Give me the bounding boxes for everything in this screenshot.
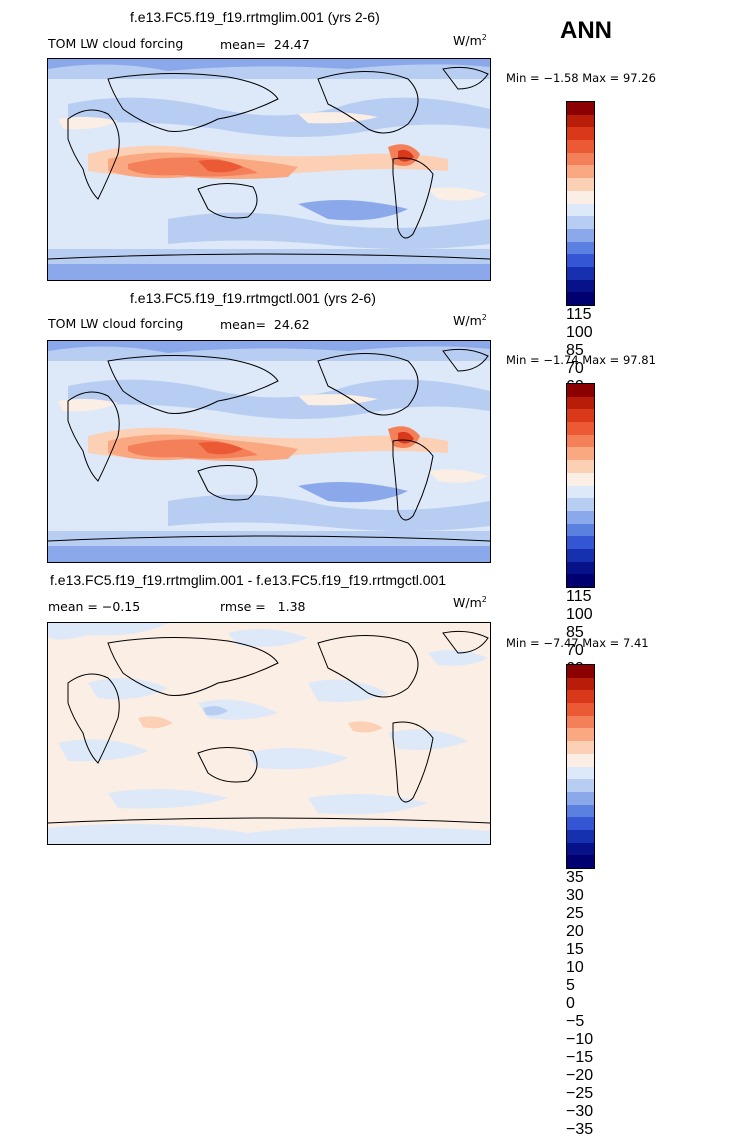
panel-1-colorbar-swatch: [567, 254, 594, 267]
panel-3-map-svg: [48, 623, 490, 844]
panel-3-colorbar-tick-label: −5: [566, 1013, 585, 1030]
panel-1-colorbar-swatch: [567, 102, 594, 115]
panel-3-colorbar-swatch: [567, 779, 594, 792]
panel-1-colorbar-tick-label: 100: [566, 324, 593, 341]
panel-3-colorbar-tick-label: 10: [566, 959, 584, 976]
panel-3-map: [47, 622, 491, 845]
panel-3-colorbar-swatches: [566, 664, 595, 869]
panel-2-colorbar-swatch: [567, 536, 594, 549]
panel-3-minmax: Min = −7.47 Max = 7.41: [506, 636, 649, 650]
panel-3-colorbar-swatch: [567, 766, 594, 780]
panel-3-units: W/m2: [453, 595, 487, 611]
panel-3-colorbar-swatch: [567, 741, 594, 754]
panel-2-colorbar-swatch: [567, 384, 594, 397]
panel-1-colorbar-swatch: [567, 127, 594, 141]
panel-1-title: f.e13.FC5.f19_f19.rrtmglim.001 (yrs 2-6): [130, 9, 380, 25]
panel-2-colorbar-swatch: [567, 447, 594, 461]
panel-1-colorbar-swatch: [567, 241, 594, 255]
panel-1-map-svg: [48, 59, 490, 280]
panel-3-colorbar-tick-label: −15: [566, 1049, 594, 1066]
panel-1-colorbar-swatch: [567, 216, 594, 229]
panel-2-colorbar-swatch: [567, 434, 594, 448]
panel-1-colorbar-swatch: [567, 279, 594, 293]
panel-2-units: W/m2: [453, 313, 487, 329]
panel-3-colorbar-swatch: [567, 804, 594, 818]
panel-2-colorbar-swatch: [567, 422, 594, 435]
panel-3-colorbar-tick-label: −10: [566, 1031, 594, 1048]
panel-3-colorbar-tick-label: −25: [566, 1085, 594, 1102]
panel-3-colorbar-tick-label: 15: [566, 941, 584, 958]
panel-3-title: f.e13.FC5.f19_f19.rrtmglim.001 - f.e13.F…: [50, 572, 447, 588]
panel-3-mean-label: mean = −0.15: [48, 599, 141, 614]
panel-2-map-svg: [48, 341, 490, 562]
panel-2-colorbar-swatch: [567, 472, 594, 486]
panel-1-map: [47, 58, 491, 281]
panel-2-colorbar-tick-label: 100: [566, 606, 593, 623]
panel-2-colorbar-swatch: [567, 510, 594, 524]
panel-1-colorbar-swatch: [567, 190, 594, 204]
panel-3-colorbar-tick-label: −30: [566, 1103, 594, 1120]
panel-1-colorbar-tick-label: 85: [566, 342, 584, 359]
panel-2-colorbar-swatch: [567, 485, 594, 499]
panel-1-colorbar-swatch: [567, 292, 594, 305]
panel-2-colorbar-swatch: [567, 548, 594, 562]
panel-3-colorbar-tick-label: 5: [566, 977, 575, 994]
panel-2-colorbar-swatch: [567, 561, 594, 575]
panel-3-colorbar-tick-label: −35: [566, 1121, 594, 1138]
panel-1-minmax: Min = −1.58 Max = 97.26: [506, 71, 656, 85]
panel-3-colorbar-labels: 35 30 25 20 15 10 5 0 −5 −10 −15 −20 −25 −30 −35: [566, 869, 595, 1139]
panel-1-colorbar-swatch: [567, 165, 594, 179]
panel-3-colorbar: 35 30 25 20 15 10 5 0 −5 −10 −15 −20 −25 −30 −35: [566, 664, 595, 1139]
panel-3-colorbar-tick-label: 0: [566, 995, 575, 1012]
panel-1-colorbar-swatch: [567, 152, 594, 166]
panel-3-colorbar-swatch: [567, 829, 594, 843]
panel-1-colorbar-tick-label: 70: [566, 360, 584, 377]
panel-2-colorbar-swatch: [567, 460, 594, 473]
panel-3-colorbar-tick-label: 20: [566, 923, 584, 940]
panel-2-colorbar-swatch: [567, 409, 594, 423]
panel-2-colorbar-swatch: [567, 523, 594, 537]
panel-2-variable-label: TOM LW cloud forcing: [48, 316, 184, 331]
panel-1-units: W/m2: [453, 33, 487, 49]
panel-1-colorbar-swatches: [566, 101, 595, 306]
panel-3-colorbar-tick-label: 35: [566, 869, 584, 886]
panel-2-minmax: Min = −1.74 Max = 97.81: [506, 353, 656, 367]
panel-1-colorbar-swatch: [567, 203, 594, 217]
panel-2-map: [47, 340, 491, 563]
panel-3-colorbar-tick-label: 30: [566, 887, 584, 904]
panel-3-colorbar-swatch: [567, 817, 594, 830]
panel-1-colorbar-swatch: [567, 266, 594, 280]
panel-3-colorbar-swatch: [567, 753, 594, 767]
panel-3-colorbar-swatch: [567, 715, 594, 729]
panel-1-mean-label: mean= 24.47: [220, 37, 310, 52]
panel-1-colorbar-tick-label: 115: [566, 306, 592, 323]
panel-3-colorbar-swatch: [567, 791, 594, 805]
panel-3-colorbar-tick-label: −20: [566, 1067, 594, 1084]
panel-3-colorbar-swatch: [567, 677, 594, 691]
panel-2-colorbar-swatch: [567, 574, 594, 587]
panel-2-colorbar-swatch: [567, 396, 594, 410]
panel-2-colorbar-tick-label: 115: [566, 588, 592, 605]
panel-3-colorbar-swatch: [567, 703, 594, 716]
panel-2-colorbar-swatches: [566, 383, 595, 588]
panel-1-variable-label: TOM LW cloud forcing: [48, 36, 184, 51]
panel-1-colorbar-swatch: [567, 114, 594, 128]
panel-1-colorbar-swatch: [567, 178, 594, 191]
panel-1-colorbar-swatch: [567, 140, 594, 153]
panel-3-rmse-label: rmse = 1.38: [220, 599, 306, 614]
panel-2-colorbar-tick-label: 85: [566, 624, 584, 641]
panel-3-colorbar-swatch: [567, 690, 594, 704]
season-label: ANN: [560, 17, 612, 44]
panel-2-colorbar-tick-label: 70: [566, 642, 584, 659]
panel-2-mean-label: mean= 24.62: [220, 317, 310, 332]
panel-3-colorbar-tick-label: 25: [566, 905, 584, 922]
panel-3-colorbar-swatch: [567, 855, 594, 868]
panel-1-colorbar-swatch: [567, 228, 594, 242]
panel-3-colorbar-swatch: [567, 665, 594, 678]
panel-3-colorbar-swatch: [567, 728, 594, 742]
panel-2-colorbar-swatch: [567, 498, 594, 511]
panel-2-title: f.e13.FC5.f19_f19.rrtmgctl.001 (yrs 2-6): [130, 290, 376, 306]
